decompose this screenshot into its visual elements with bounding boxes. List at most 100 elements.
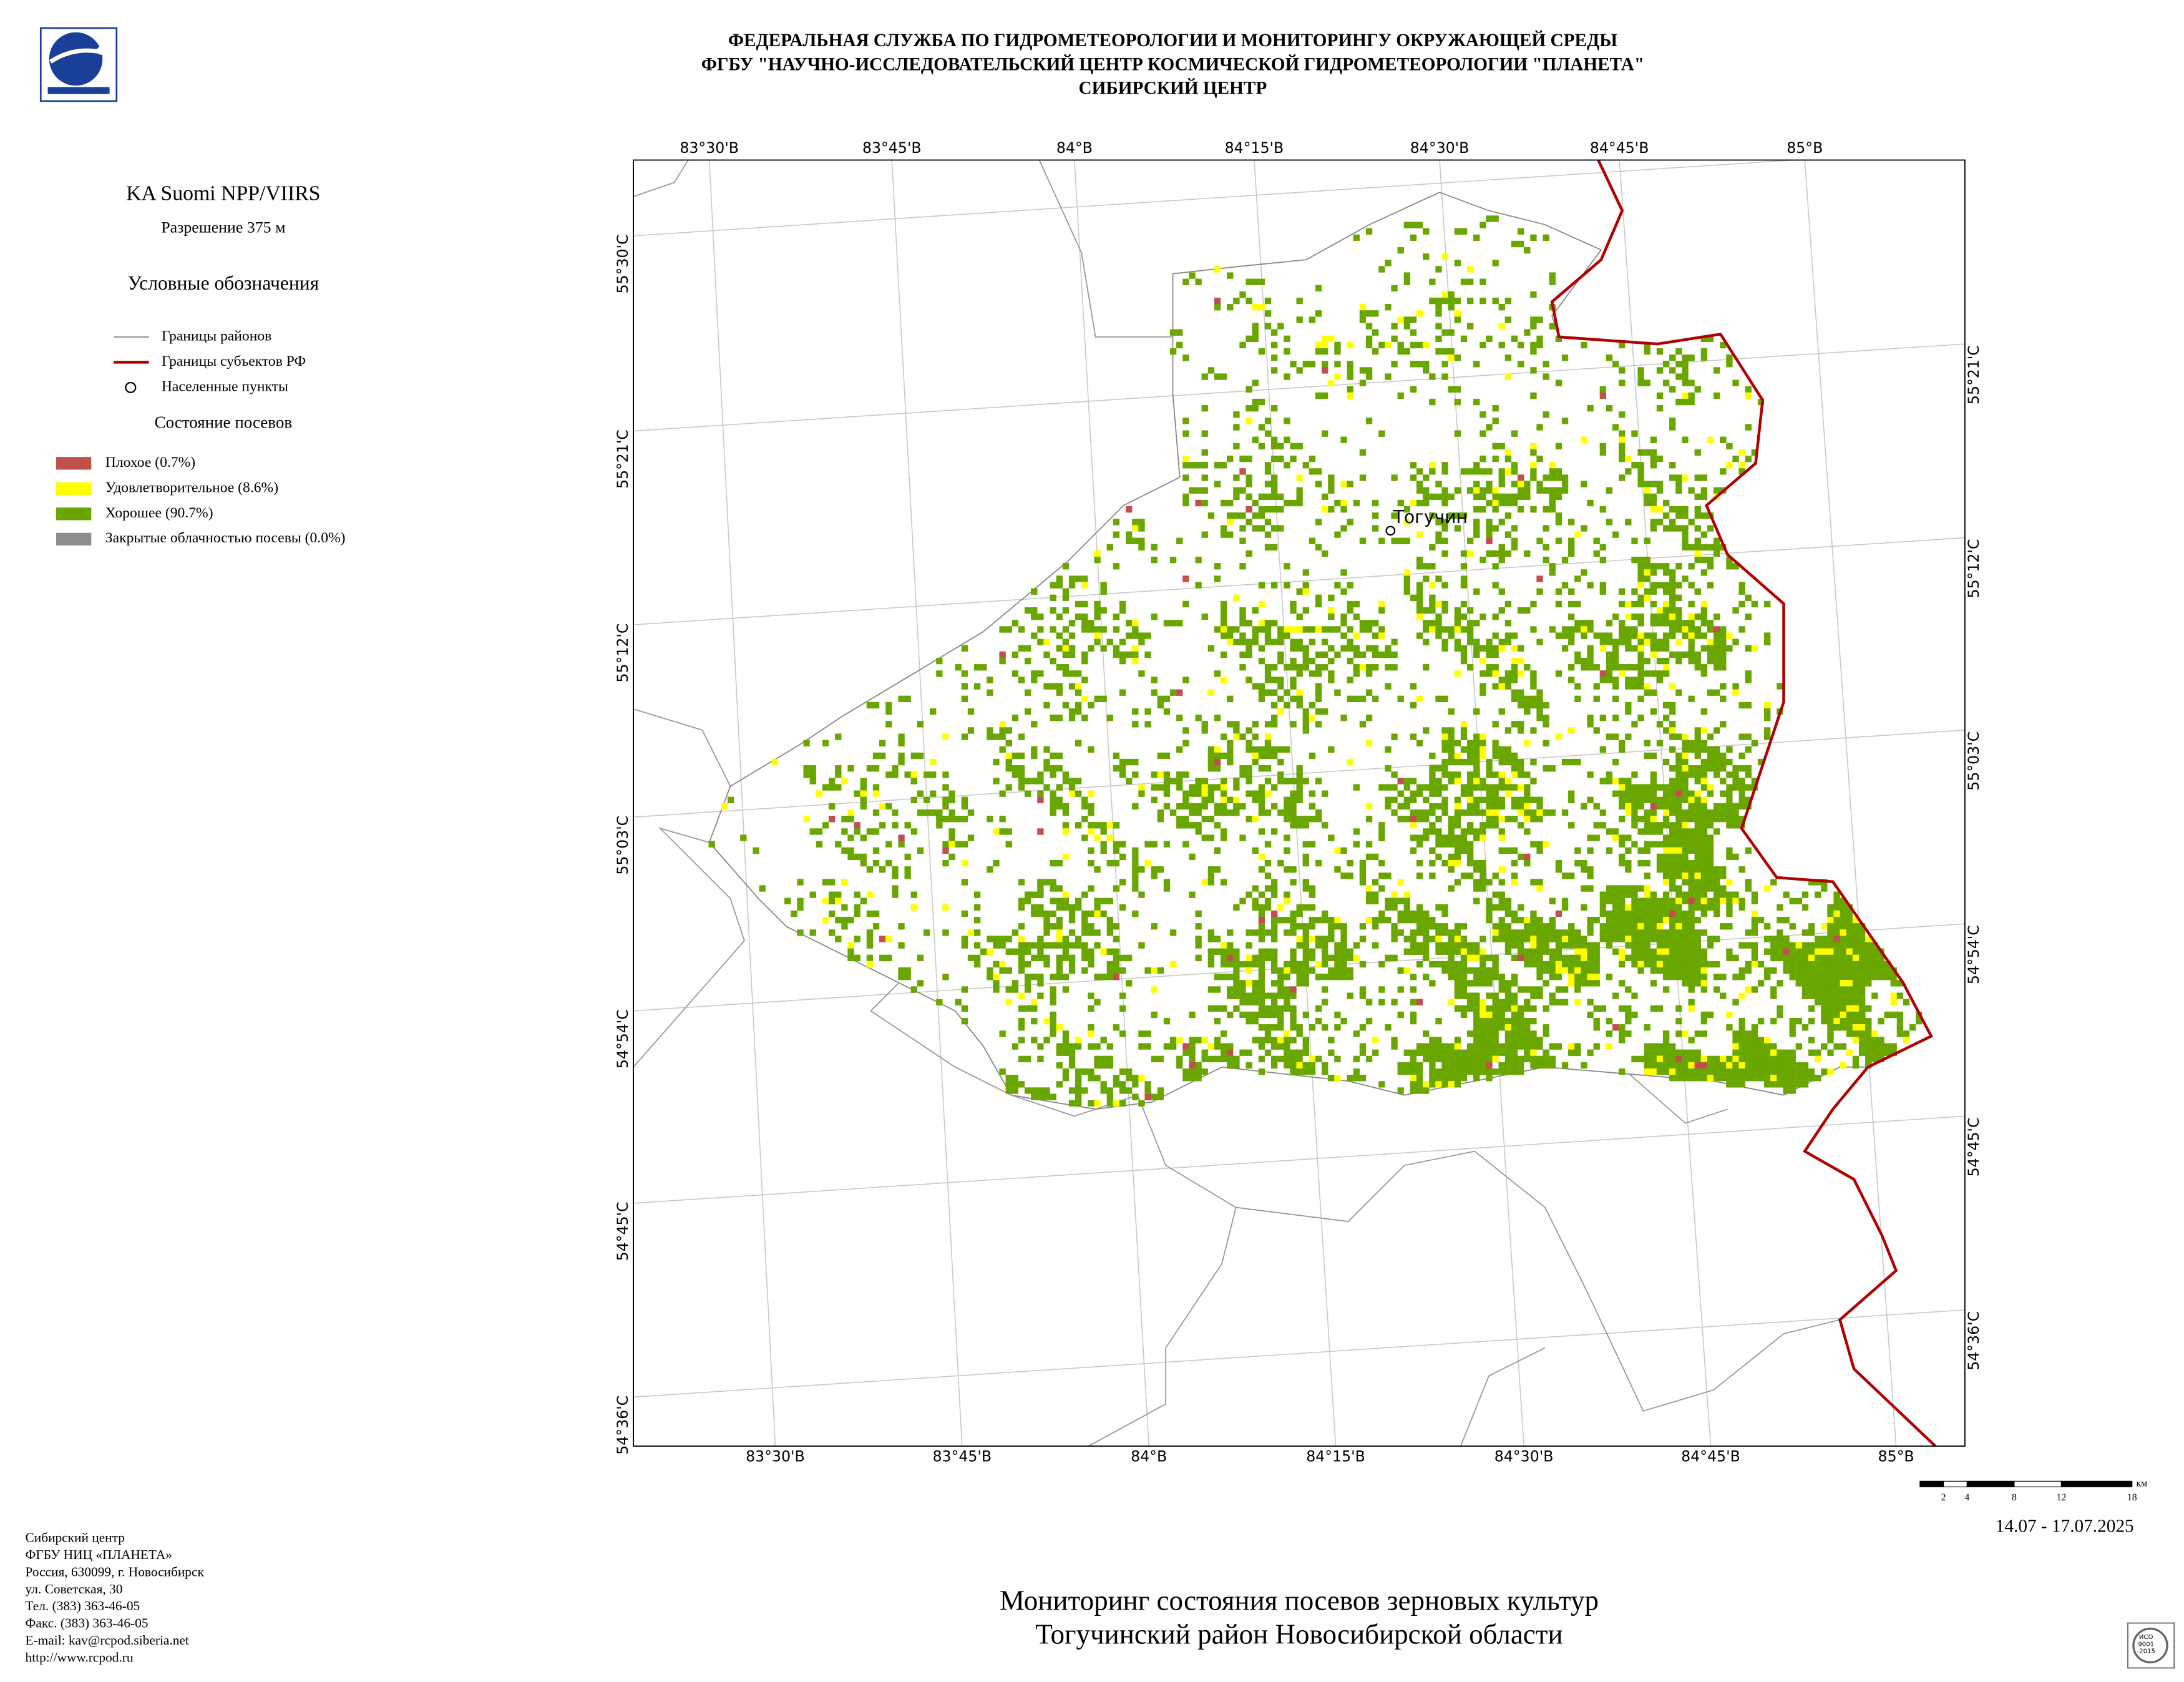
crop-pixel	[1846, 910, 1853, 917]
crop-pixel	[885, 859, 892, 867]
crop-pixel	[1144, 841, 1151, 848]
crop-pixel	[1801, 1068, 1809, 1075]
crop-pixel	[1884, 961, 1891, 968]
crop-pixel	[1682, 1030, 1689, 1037]
crop-pixel	[1524, 816, 1531, 823]
crop-pixel	[1517, 809, 1524, 816]
crop-pixel	[1454, 816, 1461, 823]
crop-pixel	[1644, 752, 1650, 760]
crop-pixel	[1113, 752, 1120, 760]
crop-pixel	[1543, 411, 1549, 418]
crop-pixel	[1549, 992, 1556, 999]
crop-pixel	[1486, 1068, 1493, 1075]
crop-pixel	[1277, 746, 1284, 753]
crop-pixel	[1403, 816, 1411, 823]
crop-pixel	[1757, 961, 1765, 968]
crop-pixel	[1745, 796, 1752, 803]
crop-pixel	[1865, 1043, 1872, 1050]
crop-pixel	[1530, 916, 1537, 924]
crop-pixel	[1126, 651, 1133, 658]
crop-pixel	[1568, 980, 1575, 987]
crop-pixel	[1473, 1037, 1480, 1044]
crop-pixel	[1650, 961, 1657, 968]
crop-pixel	[1037, 954, 1044, 962]
crop-pixel	[1454, 929, 1461, 936]
crop-pixel	[1751, 1062, 1758, 1069]
crop-pixel	[1694, 967, 1701, 974]
crop-pixel	[1068, 1062, 1076, 1069]
crop-pixel	[1416, 1068, 1423, 1075]
crop-pixel	[1865, 942, 1872, 949]
crop-pixel	[1707, 866, 1714, 873]
crop-pixel	[1258, 980, 1265, 987]
crop-pixel	[1372, 645, 1379, 652]
crop-pixel	[917, 721, 924, 728]
crop-pixel	[1270, 879, 1278, 886]
crop-pixel	[1012, 752, 1019, 760]
crop-pixel	[1138, 1100, 1145, 1107]
crop-pixel	[1182, 727, 1189, 734]
crop-pixel	[1517, 607, 1524, 614]
crop-pixel	[1403, 796, 1411, 803]
crop-pixel	[1688, 904, 1695, 911]
crop-pixel	[1353, 614, 1360, 620]
crop-pixel	[1619, 664, 1626, 671]
crop-pixel	[1466, 1049, 1474, 1056]
crop-pixel	[1220, 373, 1227, 380]
crop-pixel	[1637, 784, 1644, 791]
crop-pixel	[1511, 677, 1518, 683]
crop-pixel	[1637, 967, 1644, 974]
crop-pixel	[1498, 499, 1505, 507]
crop-pixel	[1662, 834, 1670, 841]
crop-pixel	[1682, 778, 1689, 785]
crop-pixel	[1840, 1043, 1846, 1050]
crop-pixel	[1429, 607, 1436, 614]
crop-pixel	[1119, 1030, 1126, 1037]
crop-pixel	[1157, 771, 1164, 778]
crop-pixel	[1637, 929, 1644, 936]
crop-pixel	[1100, 1037, 1107, 1044]
crop-pixel	[1347, 1075, 1353, 1082]
lon-label: 85°В	[1878, 1448, 1914, 1465]
crop-pixel	[1094, 1100, 1101, 1107]
crop-pixel	[1258, 1005, 1265, 1012]
crop-pixel	[1549, 929, 1556, 936]
crop-pixel	[1068, 645, 1076, 652]
district-boundary	[1038, 160, 1173, 338]
crop-pixel	[1732, 379, 1739, 386]
crop-pixel	[1024, 961, 1031, 968]
crop-pixel	[1290, 455, 1297, 462]
crop-pixel	[1397, 247, 1404, 254]
crop-pixel	[1290, 796, 1297, 803]
crop-pixel	[1498, 771, 1505, 778]
crop-pixel	[1290, 721, 1297, 728]
crop-pixel	[1296, 1049, 1303, 1056]
crop-pixel	[1018, 948, 1025, 955]
crop-pixel	[1858, 1011, 1866, 1019]
crop-pixel	[1270, 487, 1278, 494]
crop-pixel	[1315, 651, 1322, 658]
crop-pixel	[1587, 980, 1594, 987]
crop-pixel	[1258, 1024, 1265, 1031]
crop-pixel	[1448, 929, 1455, 936]
parallel	[633, 160, 1801, 237]
crop-pixel	[1113, 885, 1120, 892]
crop-pixel	[1524, 796, 1531, 803]
crop-pixel	[1720, 1062, 1727, 1069]
crop-pixel	[1662, 859, 1670, 867]
crop-pixel	[841, 847, 848, 854]
crop-pixel	[1322, 974, 1328, 980]
crop-pixel	[1024, 980, 1031, 987]
crop-pixel	[1340, 936, 1347, 942]
crop-pixel	[1511, 1062, 1518, 1069]
crop-pixel	[1688, 657, 1695, 665]
crop-pixel	[1732, 689, 1739, 696]
crop-pixel	[993, 961, 1000, 968]
crop-pixel	[1106, 1062, 1113, 1069]
crop-pixel	[1088, 847, 1094, 854]
crop-pixel	[1214, 266, 1221, 273]
crop-pixel	[1473, 638, 1480, 645]
crop-pixel	[1486, 974, 1493, 980]
crop-pixel	[1606, 771, 1613, 778]
crop-pixel	[1169, 809, 1177, 816]
